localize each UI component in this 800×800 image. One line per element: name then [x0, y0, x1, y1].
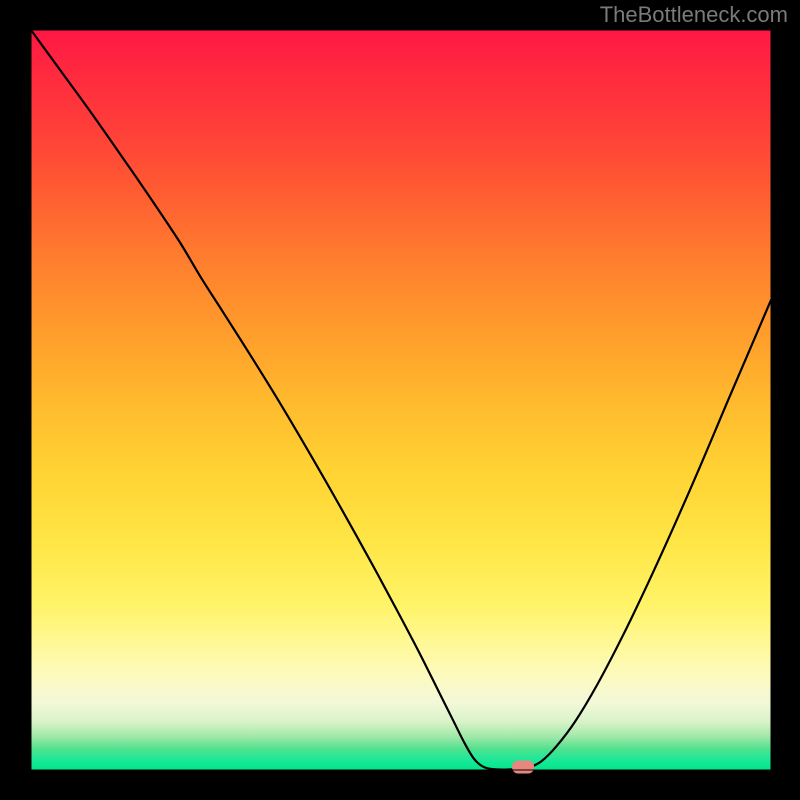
plot-area: [31, 30, 771, 770]
bottleneck-chart: [0, 0, 800, 800]
chart-container: TheBottleneck.com: [0, 0, 800, 800]
watermark-text: TheBottleneck.com: [600, 2, 788, 28]
optimal-point-marker: [512, 761, 534, 774]
